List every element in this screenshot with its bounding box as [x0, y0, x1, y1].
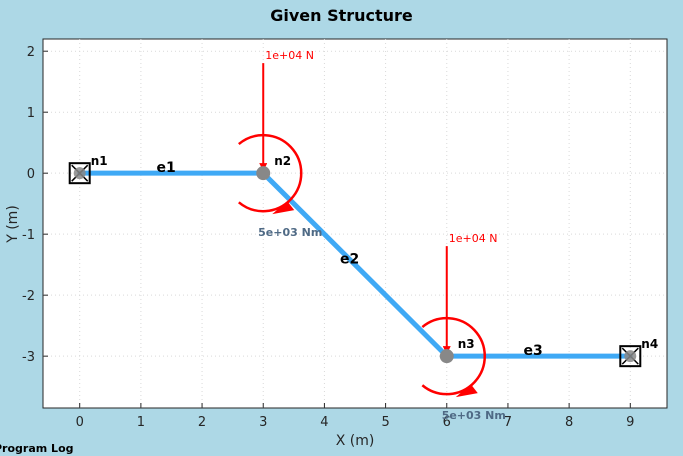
moment-arc-n2 — [238, 133, 303, 213]
moments: 5e+03 Nm 5e+03 Nm — [238, 133, 506, 422]
x-tick-label: 9 — [626, 415, 634, 430]
y-axis-label: Y (m) — [5, 205, 21, 244]
y-tick-label: 1 — [27, 106, 35, 121]
program-log-label: Program Log — [0, 442, 74, 455]
x-tick-label: 7 — [504, 415, 512, 430]
element-label-e3: e3 — [524, 343, 543, 359]
moment-arc-n3 — [421, 316, 487, 396]
force-label-n3: 1e+04 N — [449, 232, 498, 245]
y-tick-label: -2 — [22, 289, 35, 304]
moment-arrowhead-n2 — [272, 201, 295, 215]
x-tick-label: 5 — [381, 415, 389, 430]
node-label-n1: n1 — [91, 154, 108, 168]
x-tick-label: 4 — [320, 415, 328, 430]
x-axis-label: X (m) — [336, 433, 375, 449]
node-marker-n4 — [624, 350, 637, 363]
moment-label-n3: 5e+03 Nm — [442, 409, 506, 422]
x-tick-label: 2 — [198, 415, 206, 430]
elements: e1 e2 e3 — [77, 160, 633, 359]
node-label-n2: n2 — [274, 154, 291, 168]
y-tick-label: 0 — [27, 167, 35, 182]
element-e2 — [260, 170, 450, 359]
x-tick-label: 3 — [259, 415, 267, 430]
grid — [43, 39, 667, 408]
element-label-e2: e2 — [340, 252, 359, 268]
fixed-support-n1 — [68, 162, 91, 185]
x-tick-label: 0 — [76, 415, 84, 430]
force-label-n2: 1e+04 N — [265, 49, 314, 62]
y-tick-label: 2 — [27, 45, 35, 60]
node-label-n3: n3 — [458, 337, 475, 351]
nodes: n1 n2 n3 n4 — [68, 154, 658, 368]
moment-arrowhead-n3 — [455, 384, 478, 398]
forces: 1e+04 N 1e+04 N — [259, 49, 498, 355]
y-tick-label: -1 — [22, 228, 35, 243]
x-tick-label: 6 — [443, 415, 451, 430]
y-axis-ticks: 2 1 0 -1 -2 -3 — [22, 45, 48, 365]
x-tick-label: 8 — [565, 415, 573, 430]
fixed-support-n4 — [619, 345, 642, 368]
node-label-n4: n4 — [641, 337, 658, 351]
y-tick-label: -3 — [22, 350, 35, 365]
node-marker-n1 — [73, 167, 86, 180]
x-axis-ticks: 0 1 2 3 4 5 6 7 8 9 — [76, 403, 634, 430]
node-marker-n3 — [439, 349, 454, 364]
chart-title: Given Structure — [270, 6, 413, 25]
x-tick-label: 1 — [137, 415, 145, 430]
node-marker-n2 — [256, 166, 271, 181]
plot-area — [42, 38, 668, 409]
moment-label-n2: 5e+03 Nm — [258, 226, 322, 239]
element-label-e1: e1 — [156, 160, 175, 176]
